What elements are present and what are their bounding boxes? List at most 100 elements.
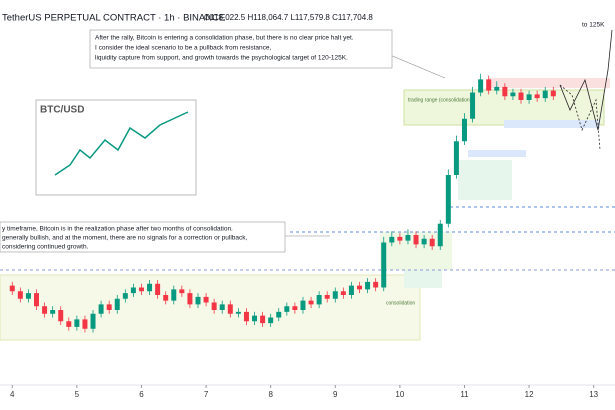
resistance-zone xyxy=(488,78,610,88)
candle-body xyxy=(437,223,443,247)
candle-body xyxy=(260,315,266,324)
candle-body xyxy=(365,281,371,290)
candle-body xyxy=(114,298,120,310)
candle-body xyxy=(42,306,48,314)
note-text: generally bullish, and at the moment, th… xyxy=(2,235,248,242)
note-text: considering continued growth. xyxy=(2,244,89,251)
zone xyxy=(404,270,442,288)
candle-body xyxy=(284,306,290,312)
candle-body xyxy=(179,289,185,294)
symbol: TetherUS PERPETUAL CONTRACT · 1h · BINAN… xyxy=(2,13,225,24)
ohlc: O118,022.5 H118,064.7 L117,579.8 C117,70… xyxy=(204,13,373,22)
candle-body xyxy=(163,295,169,301)
candles xyxy=(9,73,556,333)
note-text: liquidity capture from support, and grow… xyxy=(95,55,348,62)
support-zone xyxy=(504,120,600,128)
target-label: to 125K xyxy=(582,22,605,29)
candle-body xyxy=(542,90,548,99)
x-tick-label: 11 xyxy=(460,390,469,399)
candle-body xyxy=(381,242,387,288)
candle-body xyxy=(33,293,39,307)
candle-body xyxy=(453,141,459,175)
x-tick-label: 8 xyxy=(268,390,273,399)
inset xyxy=(35,99,197,196)
candle-body xyxy=(276,311,282,318)
candle-body xyxy=(324,295,330,299)
candle-body xyxy=(25,293,31,299)
candle-body xyxy=(486,79,492,91)
candle-body xyxy=(413,235,419,245)
candle-body xyxy=(203,296,209,303)
zone xyxy=(458,160,512,200)
candle-body xyxy=(292,306,298,310)
candle-body xyxy=(195,296,201,305)
candle-body xyxy=(316,295,322,305)
candle-body xyxy=(445,175,451,224)
candle-body xyxy=(74,319,80,327)
candle-body xyxy=(147,283,153,292)
candle-body xyxy=(340,291,346,295)
candle-body xyxy=(130,287,136,294)
candle-body xyxy=(9,285,15,292)
candle-body xyxy=(268,317,274,324)
candle-body xyxy=(332,291,338,299)
candle-body xyxy=(494,86,500,91)
candle-body xyxy=(187,293,193,305)
note-text: After the rally, Bitcoin is entering a c… xyxy=(95,35,354,42)
candle-body xyxy=(211,302,217,310)
x-tick-label: 10 xyxy=(395,390,404,399)
candle-body xyxy=(227,304,233,314)
projection xyxy=(559,84,601,151)
candle-body xyxy=(235,311,241,314)
support-zone xyxy=(468,150,526,157)
candle-body xyxy=(106,304,112,310)
candle-body xyxy=(421,238,427,245)
candle-body xyxy=(526,94,532,100)
candle-body xyxy=(397,236,403,241)
candle-body xyxy=(58,310,64,322)
candle-body xyxy=(155,283,161,295)
candle-body xyxy=(510,92,516,97)
candle-body xyxy=(171,289,177,301)
x-tick-label: 13 xyxy=(589,390,598,399)
candle-body xyxy=(138,287,144,292)
callout-line xyxy=(389,54,446,79)
x-tick-label: 5 xyxy=(75,390,80,399)
candle-body xyxy=(550,90,556,97)
projection xyxy=(559,29,613,131)
x-tick-label: 12 xyxy=(525,390,534,399)
note-text: y timeframe, Bitcoin is in the realizati… xyxy=(2,226,233,233)
candle-body xyxy=(308,300,314,305)
x-tick-label: 7 xyxy=(204,390,209,399)
consolidation-zone xyxy=(0,274,421,341)
candle-body xyxy=(98,304,104,314)
candle-body xyxy=(243,311,249,322)
candle-body xyxy=(405,235,411,241)
candle-body xyxy=(300,300,306,310)
x-tick-label: 9 xyxy=(333,390,338,399)
note-box xyxy=(89,29,393,69)
candle-body xyxy=(66,321,72,327)
candle-body xyxy=(357,285,363,290)
note-text: I consider the ideal scenario to be a pu… xyxy=(95,45,272,52)
x-tick-label: 4 xyxy=(10,390,15,399)
consolidation-label: consolidation xyxy=(386,300,415,306)
candle-body xyxy=(534,94,540,99)
note-box xyxy=(0,221,286,253)
candle-body xyxy=(461,118,467,142)
x-tick-label: 6 xyxy=(139,390,144,399)
candle-body xyxy=(219,304,225,310)
candle-body xyxy=(502,86,508,97)
candle-body xyxy=(252,315,258,322)
candle-body xyxy=(50,310,56,314)
candle-body xyxy=(373,281,379,288)
candle-body xyxy=(470,92,476,119)
candle-body xyxy=(389,236,395,243)
candle-body xyxy=(90,313,96,329)
candle-body xyxy=(122,293,128,299)
inset-title: BTC/USD xyxy=(40,105,84,116)
inset-line xyxy=(54,111,189,176)
candle-body xyxy=(17,291,23,299)
